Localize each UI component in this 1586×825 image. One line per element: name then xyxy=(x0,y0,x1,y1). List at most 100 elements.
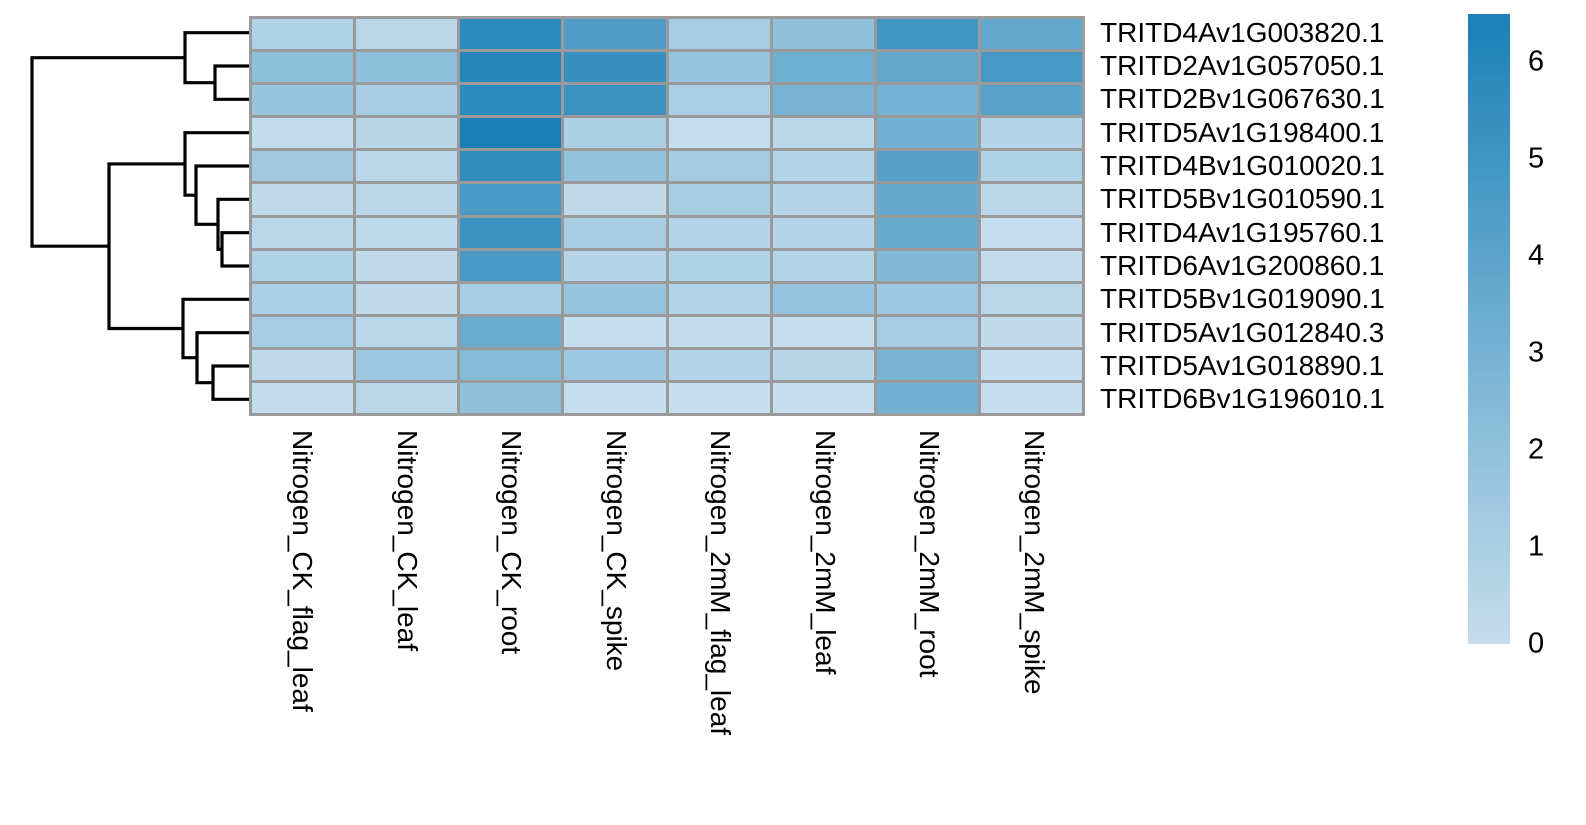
heatmap-cell xyxy=(980,85,1082,116)
column-label: Nitrogen_2mM_spike xyxy=(1018,430,1050,695)
heatmap-cell xyxy=(460,283,562,314)
heatmap-cell xyxy=(252,118,354,149)
row-label: TRITD2Av1G057050.1 xyxy=(1100,50,1385,81)
heatmap-cell xyxy=(356,316,458,347)
heatmap-cell xyxy=(772,19,874,50)
heatmap-cell xyxy=(460,349,562,380)
heatmap-cell xyxy=(668,52,770,83)
heatmap-cell xyxy=(772,382,874,413)
heatmap-cell xyxy=(252,217,354,248)
heatmap-cell xyxy=(460,85,562,116)
row-label: TRITD4Av1G003820.1 xyxy=(1100,16,1385,48)
heatmap-cell xyxy=(356,118,458,149)
column-label: Nitrogen_CK_flag_leaf xyxy=(287,430,319,712)
heatmap-cell xyxy=(460,19,562,50)
heatmap-cell xyxy=(252,349,354,380)
column-label: Nitrogen_2mM_root xyxy=(914,430,946,678)
legend-tick-label: 5 xyxy=(1528,142,1545,175)
heatmap-cell xyxy=(668,250,770,281)
legend-tick-label: 6 xyxy=(1528,45,1545,78)
heatmap-cell xyxy=(356,85,458,116)
heatmap-cell xyxy=(772,85,874,116)
heatmap-cell xyxy=(252,85,354,116)
heatmap-cell xyxy=(876,349,978,380)
heatmap-cell xyxy=(668,118,770,149)
heatmap-grid xyxy=(249,16,1085,416)
heatmap-cell xyxy=(772,283,874,314)
heatmap-cell xyxy=(980,151,1082,182)
heatmap-cell xyxy=(356,19,458,50)
heatmap-cell xyxy=(980,316,1082,347)
heatmap-cell xyxy=(668,382,770,413)
column-label: Nitrogen_CK_leaf xyxy=(391,430,423,652)
heatmap-cell xyxy=(980,19,1082,50)
heatmap-cell xyxy=(772,217,874,248)
heatmap-cell xyxy=(980,184,1082,215)
heatmap-cell xyxy=(356,283,458,314)
heatmap-cell xyxy=(460,316,562,347)
heatmap-cell xyxy=(252,184,354,215)
row-label: TRITD6Av1G200860.1 xyxy=(1100,250,1385,281)
dendrogram-lines xyxy=(30,31,249,401)
heatmap-cell xyxy=(564,85,666,116)
row-label: TRITD5Av1G012840.3 xyxy=(1100,316,1385,348)
heatmap-cell xyxy=(460,382,562,413)
heatmap-cell xyxy=(772,316,874,347)
heatmap-cell xyxy=(668,283,770,314)
row-label: TRITD2Bv1G067630.1 xyxy=(1100,83,1385,115)
column-label: Nitrogen_2mM_flag_leaf xyxy=(705,430,737,736)
heatmap-cell xyxy=(356,151,458,182)
heatmap-cell xyxy=(980,250,1082,281)
heatmap-cell xyxy=(772,52,874,83)
legend-tick-label: 3 xyxy=(1528,336,1545,369)
heatmap-cell xyxy=(876,19,978,50)
heatmap-cell xyxy=(356,52,458,83)
legend-gradient-bar xyxy=(1468,14,1510,644)
heatmap-cell xyxy=(668,316,770,347)
heatmap-cell xyxy=(252,19,354,50)
heatmap-cell xyxy=(460,52,562,83)
heatmap-cell xyxy=(772,184,874,215)
heatmap-cell xyxy=(460,151,562,182)
heatmap-cell xyxy=(772,250,874,281)
heatmap-cell xyxy=(564,52,666,83)
heatmap-cell xyxy=(876,217,978,248)
row-label: TRITD6Bv1G196010.1 xyxy=(1100,383,1385,415)
legend-tick-label: 0 xyxy=(1528,627,1545,660)
column-label: Nitrogen_CK_root xyxy=(496,430,528,655)
column-label: Nitrogen_CK_spike xyxy=(600,430,632,672)
heatmap-cell xyxy=(980,217,1082,248)
heatmap-cell xyxy=(460,217,562,248)
heatmap-cell xyxy=(980,382,1082,413)
heatmap-cell xyxy=(356,250,458,281)
heatmap-cell xyxy=(980,349,1082,380)
heatmap-cell xyxy=(252,250,354,281)
row-label: TRITD4Av1G195760.1 xyxy=(1100,216,1385,248)
legend-tick-label: 4 xyxy=(1528,239,1545,272)
heatmap-cell xyxy=(772,118,874,149)
row-label: TRITD4Bv1G010020.1 xyxy=(1100,150,1385,181)
row-label: TRITD5Av1G198400.1 xyxy=(1100,116,1385,148)
heatmap-cell xyxy=(772,151,874,182)
heatmap-cell xyxy=(876,52,978,83)
heatmap-cell xyxy=(356,382,458,413)
heatmap-cell xyxy=(564,382,666,413)
heatmap-cell xyxy=(876,283,978,314)
legend-tick-label: 1 xyxy=(1528,530,1545,563)
heatmap-cell xyxy=(356,349,458,380)
heatmap-cell xyxy=(772,349,874,380)
heatmap-cell xyxy=(460,250,562,281)
heatmap-cell xyxy=(356,217,458,248)
heatmap-cell xyxy=(668,184,770,215)
heatmap-cell xyxy=(876,184,978,215)
heatmap-cell xyxy=(252,316,354,347)
heatmap-cell xyxy=(564,217,666,248)
heatmap-cell xyxy=(876,151,978,182)
heatmap-cell xyxy=(980,283,1082,314)
heatmap-cell xyxy=(564,19,666,50)
column-label: Nitrogen_2mM_leaf xyxy=(809,430,841,675)
heatmap-cell xyxy=(876,118,978,149)
heatmap-cell xyxy=(356,184,458,215)
heatmap-cell xyxy=(980,118,1082,149)
